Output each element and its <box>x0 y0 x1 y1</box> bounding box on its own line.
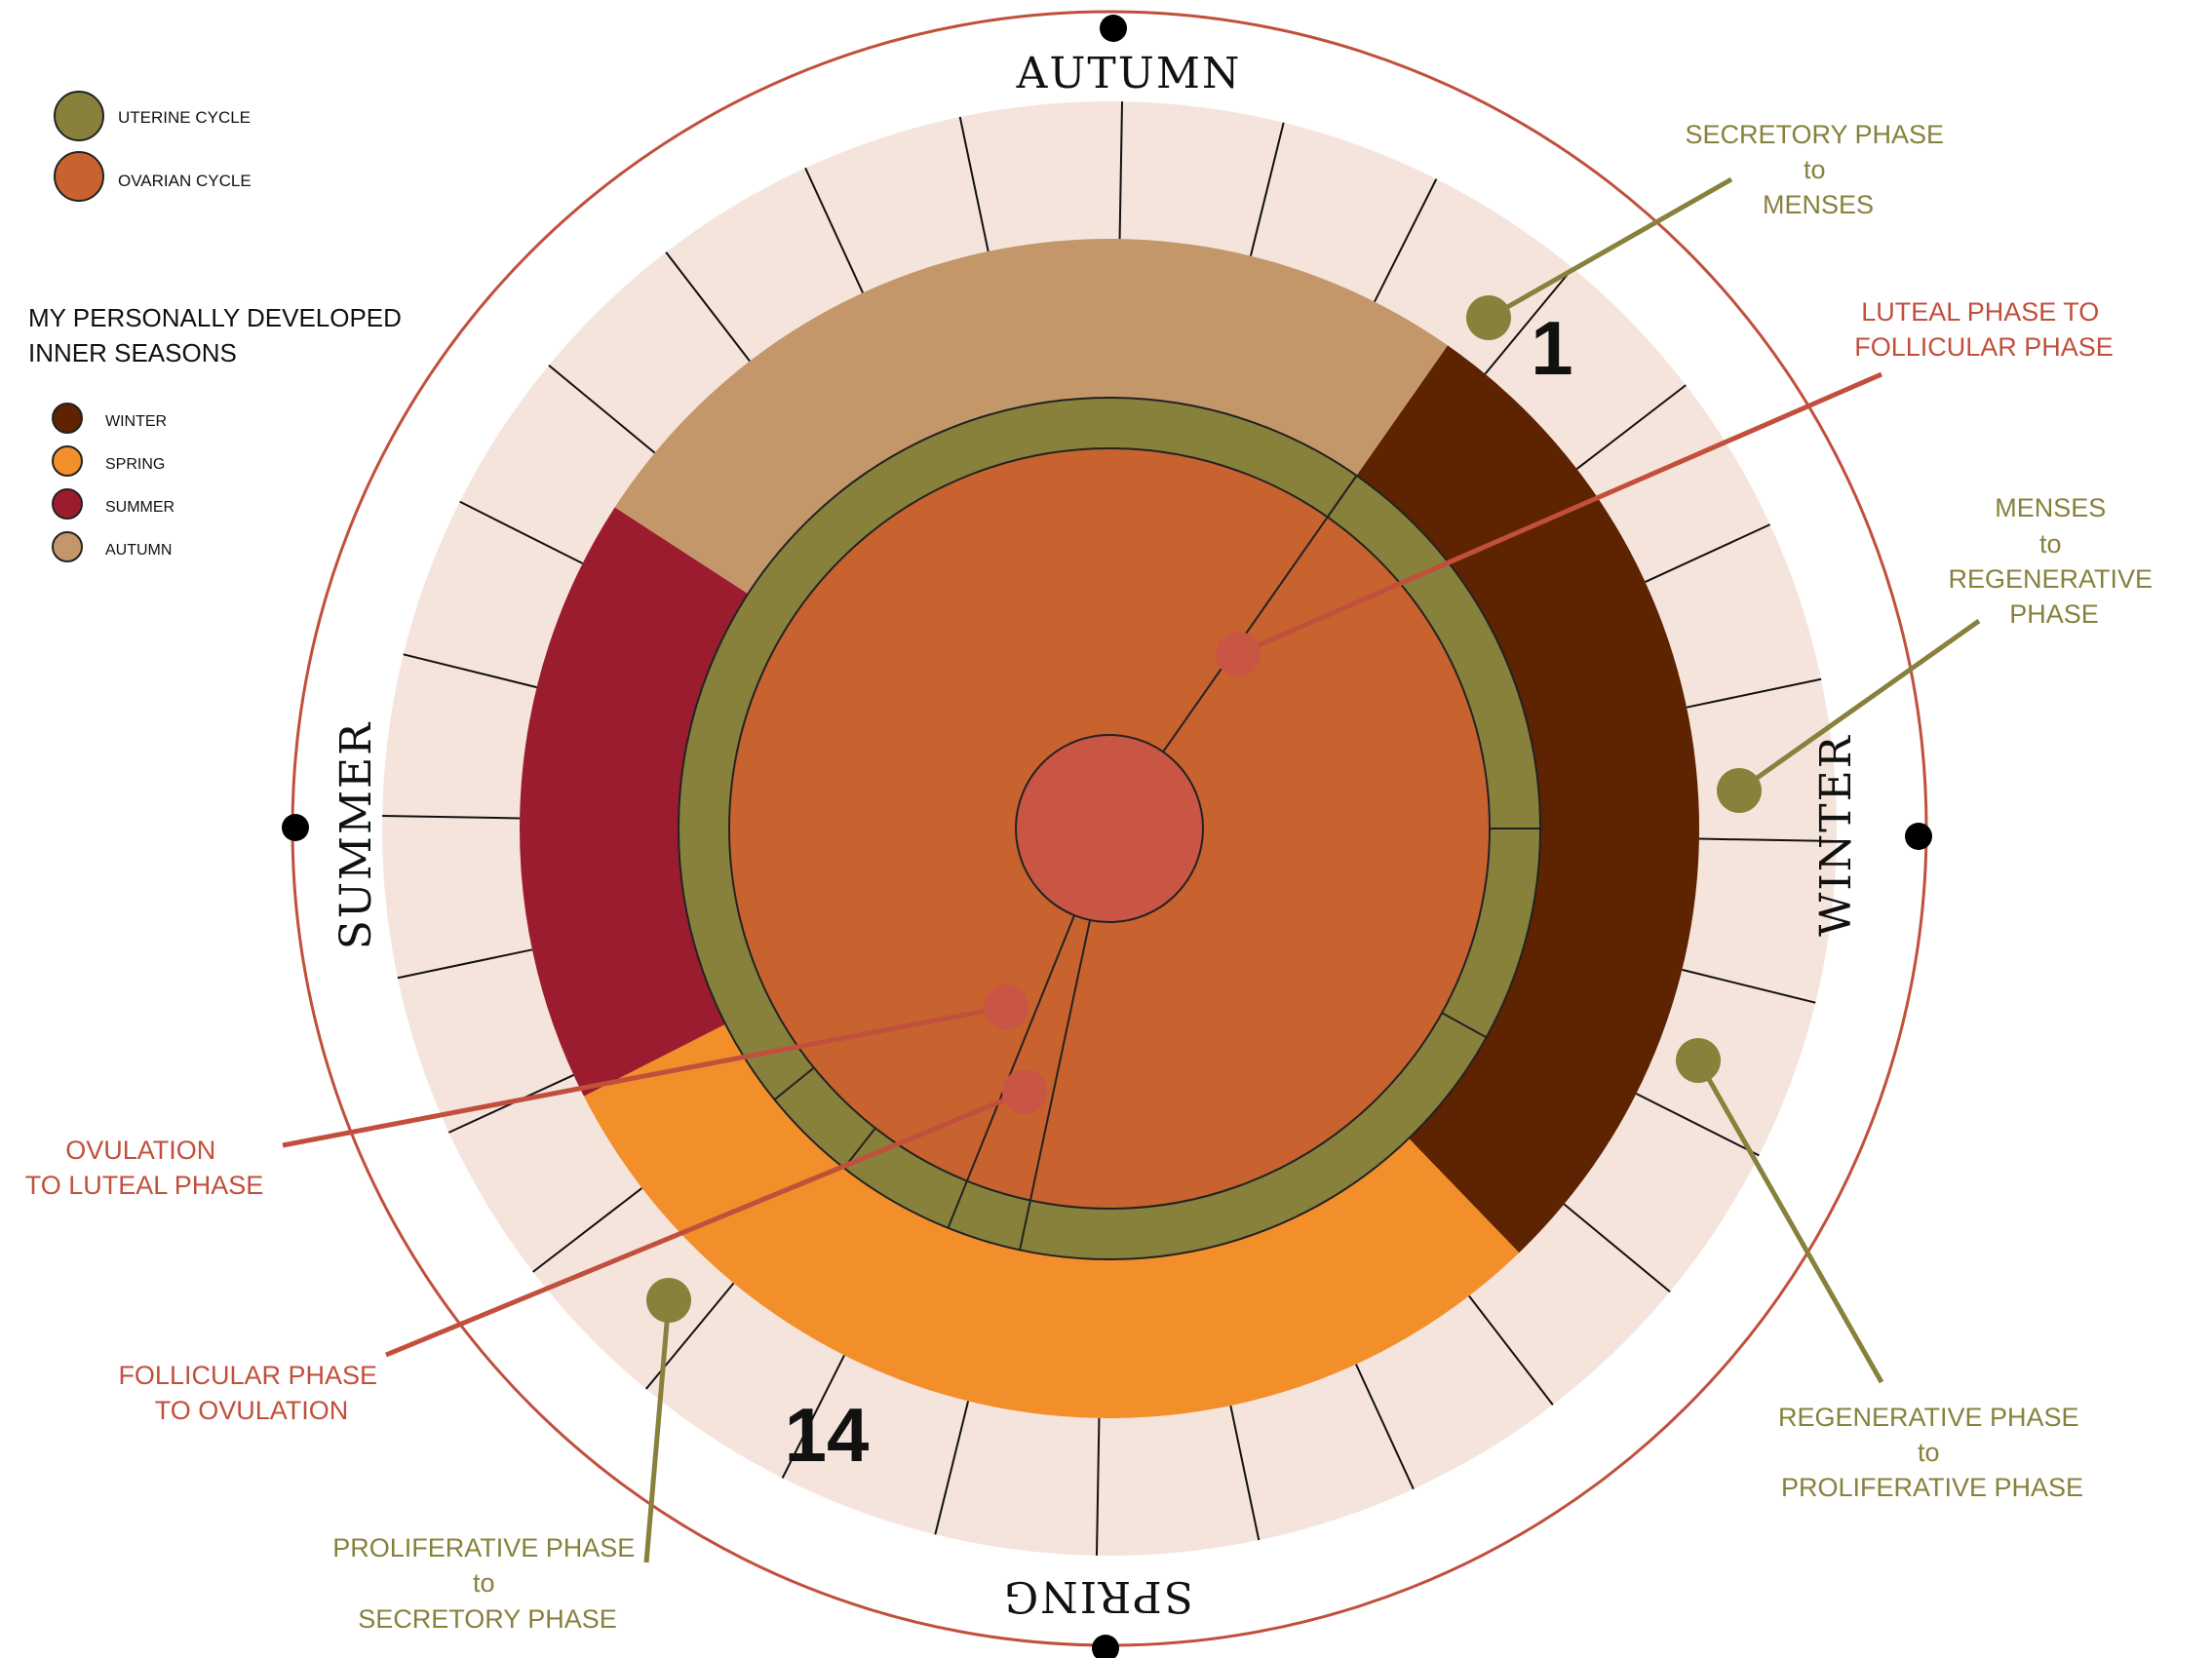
season-wedge-spring <box>583 1014 1520 1418</box>
marker-dot-left <box>282 814 309 841</box>
callout-dot-menses-to-regenerative <box>1717 768 1762 813</box>
callout-follicular-to-ovulation: FOLLICULAR PHASE TO OVULATION <box>118 1361 384 1425</box>
day-tick <box>804 167 864 293</box>
ovarian-callout-dots <box>984 632 1261 1114</box>
marker-dot-top <box>1100 15 1127 42</box>
callout-dot-proliferative-to-secretory <box>646 1278 691 1323</box>
day-number-1: 1 <box>1531 305 1572 391</box>
day-tick <box>1682 968 1816 1004</box>
day-tick <box>1249 122 1285 256</box>
day-tick <box>1095 1417 1101 1556</box>
callout-dot-regenerative-to-proliferative <box>1676 1038 1721 1083</box>
day-tick <box>1374 178 1438 303</box>
day-tick <box>1635 1093 1760 1157</box>
legend-label-uterine: UTERINE CYCLE <box>118 108 251 127</box>
ovarian-divider <box>1019 919 1092 1251</box>
uterine-divider <box>1441 1012 1488 1039</box>
callout-dot-luteal-to-follicular <box>1216 632 1261 676</box>
day-tick <box>1468 1294 1554 1406</box>
day-tick <box>1484 267 1574 375</box>
ovarian-callout-lines <box>282 371 1882 1358</box>
ovarian-divider <box>947 914 1075 1229</box>
day-tick <box>532 1187 643 1273</box>
day-tick <box>403 653 537 689</box>
legend-swatch-winter <box>52 403 83 434</box>
day-tick <box>1563 1203 1671 1293</box>
legend-label-autumn: AUTUMN <box>105 542 172 559</box>
day-tick <box>781 1354 845 1479</box>
legend: UTERINE CYCLE OVARIAN CYCLE MY PERSONALL… <box>28 91 408 562</box>
legend-label-ovarian: OVARIAN CYCLE <box>118 172 252 190</box>
day-tick <box>1575 384 1687 470</box>
legend-label-summer: SUMMER <box>105 499 175 516</box>
day-tick <box>934 1401 970 1535</box>
season-label-winter: WINTER <box>1811 734 1861 937</box>
day-number-14: 14 <box>785 1392 870 1478</box>
legend-swatch-spring <box>52 445 83 477</box>
day-tick <box>958 116 990 252</box>
legend-swatch-ovarian <box>54 151 104 202</box>
callout-proliferative-to-secretory: PROLIFERATIVE PHASE to SECRETORY PHASE <box>332 1533 642 1634</box>
day-tick <box>1698 837 1837 843</box>
marker-dot-bottom <box>1092 1635 1119 1658</box>
legend-swatch-summer <box>52 488 83 520</box>
legend-label-spring: SPRING <box>105 456 165 473</box>
day-tick <box>1229 1405 1261 1541</box>
uterine-callout-dots <box>646 295 1762 1323</box>
legend-label-winter: WINTER <box>105 413 167 430</box>
callout-secretory-to-menses: SECRETORY PHASE to MENSES <box>1685 120 1951 219</box>
day-tick <box>459 500 584 564</box>
day-tick <box>1686 677 1822 709</box>
callout-regenerative-to-proliferative: REGENERATIVE PHASE to PROLIFERATIVE PHAS… <box>1778 1403 2086 1502</box>
callout-dot-follicular-to-ovulation <box>1002 1069 1047 1114</box>
season-label-spring: SPRING <box>1002 1571 1193 1621</box>
day-tick <box>548 364 656 454</box>
day-tick <box>397 948 533 980</box>
day-tick <box>1118 101 1124 240</box>
center-core <box>1015 734 1204 923</box>
marker-dot-right <box>1905 823 1932 850</box>
day-tick <box>665 251 751 363</box>
callout-luteal-to-follicular: LUTEAL PHASE TO FOLLICULAR PHASE <box>1854 297 2114 362</box>
day-tick <box>1645 523 1771 583</box>
season-label-autumn: AUTUMN <box>1016 49 1242 98</box>
callout-dot-ovulation-to-luteal <box>984 984 1028 1029</box>
callout-ovulation-to-luteal: OVULATION TO LUTEAL PHASE <box>25 1136 264 1200</box>
day-tick <box>1355 1364 1415 1490</box>
legend-swatch-autumn <box>52 531 83 562</box>
legend-swatch-uterine <box>54 91 104 141</box>
day-tick <box>382 814 521 820</box>
uterine-callout-lines <box>643 176 1981 1563</box>
callout-dot-secretory-to-menses <box>1466 295 1511 340</box>
ovarian-divider <box>1162 475 1358 752</box>
ovarian-phase-dividers <box>947 475 1358 1251</box>
uterine-divider <box>773 1066 815 1100</box>
callout-menses-to-regenerative: MENSES to REGENERATIVE PHASE <box>1948 493 2159 629</box>
day-tick-marks <box>382 101 1837 1556</box>
season-label-summer: SUMMER <box>331 721 381 950</box>
legend-heading: MY PERSONALLY DEVELOPED INNER SEASONS <box>28 303 408 367</box>
